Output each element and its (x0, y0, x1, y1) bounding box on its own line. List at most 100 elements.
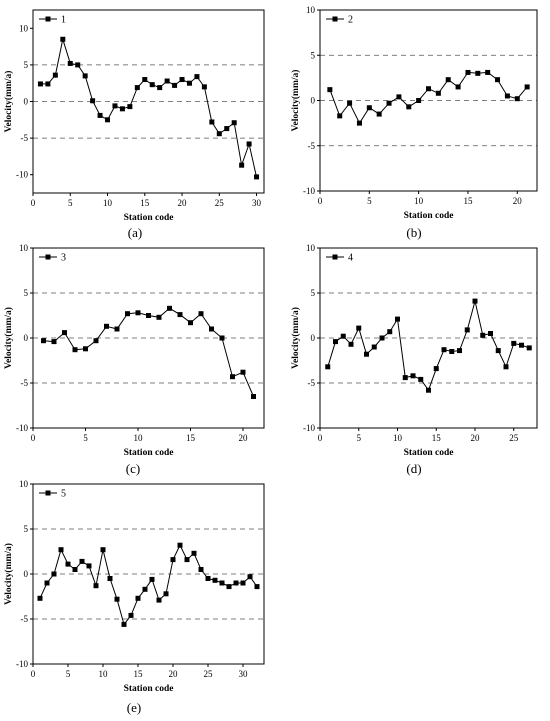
x-tick-label: 20 (178, 198, 188, 208)
data-point-marker (86, 563, 92, 569)
data-point-marker (97, 112, 103, 118)
data-point-marker (188, 320, 193, 326)
y-axis-title: Velocity(mm/a) (290, 307, 301, 369)
data-point-marker (114, 596, 120, 602)
legend-label: 3 (61, 253, 66, 264)
legend-label: 1 (61, 15, 66, 26)
data-point-marker (356, 325, 362, 331)
y-axis-title: Velocity(mm/a) (290, 70, 301, 132)
panel-caption: (d) (406, 461, 421, 476)
legend-label: 4 (348, 253, 353, 264)
data-point-marker (435, 90, 441, 96)
x-tick-label: 30 (239, 669, 249, 679)
y-tick-label: 10 (19, 243, 29, 253)
x-tick-label: 0 (318, 196, 323, 206)
data-point-marker (51, 571, 57, 577)
panel-a: -10 -5 0 5 10 0 5 10 15 20 25 30 Station code Velocit… (3, 9, 265, 240)
data-point-marker (205, 576, 211, 581)
data-point-marker (402, 375, 408, 381)
plot-frame (32, 9, 265, 194)
data-point-marker (72, 567, 78, 572)
data-point-marker (146, 313, 151, 318)
data-point-marker (163, 591, 169, 597)
x-tick-label: 0 (31, 198, 36, 208)
x-tick-label: 10 (134, 433, 144, 443)
y-tick-label: 5 (24, 288, 29, 298)
x-tick-label: 15 (140, 198, 150, 208)
x-tick-label: 20 (239, 433, 249, 443)
data-point-marker (198, 311, 204, 317)
data-point-marker (37, 81, 43, 87)
series-line (40, 37, 257, 178)
data-point-marker (254, 174, 260, 180)
data-point-marker (93, 338, 99, 344)
data-point-marker (51, 339, 57, 345)
y-tick-label: -5 (21, 133, 29, 143)
data-point-marker (472, 298, 478, 304)
data-point-marker (149, 82, 155, 88)
data-point-marker (156, 597, 162, 603)
data-point-marker (209, 326, 214, 332)
panel-b: -10 -5 0 5 10 0 5 10 15 20 Station code Velocity(mm… (290, 5, 538, 240)
x-tick-label: 15 (134, 669, 144, 679)
legend-marker (45, 16, 51, 22)
x-tick-label: 15 (463, 196, 473, 206)
legend-label: 2 (348, 15, 353, 26)
y-tick-label: 0 (24, 569, 29, 579)
data-point-marker (366, 105, 372, 111)
data-point-marker (464, 327, 470, 333)
data-point-marker (395, 316, 400, 322)
data-point-marker (198, 567, 204, 572)
y-tick-label: -10 (16, 423, 28, 433)
data-point-marker (485, 69, 491, 75)
data-point-marker (83, 346, 88, 352)
data-point-marker (125, 311, 130, 317)
y-tick-label: -5 (308, 141, 316, 151)
y-tick-label: 0 (24, 333, 29, 343)
y-tick-label: -10 (16, 659, 28, 669)
data-point-marker (37, 595, 43, 601)
data-point-marker (62, 330, 67, 336)
data-point-marker (135, 310, 141, 316)
x-tick-label: 20 (169, 669, 179, 679)
data-point-marker (376, 111, 382, 117)
y-tick-label: -10 (303, 186, 315, 196)
data-point-marker (230, 374, 235, 380)
y-tick-label: 0 (311, 96, 316, 106)
x-tick-label: 0 (31, 669, 36, 679)
data-point-marker (348, 341, 354, 347)
x-tick-label: 15 (432, 433, 442, 443)
data-point-marker (231, 120, 237, 126)
data-point-marker (90, 98, 96, 104)
data-point-marker (247, 574, 253, 580)
data-point-marker (246, 141, 252, 147)
data-point-marker (410, 373, 416, 379)
x-tick-label: 25 (215, 198, 225, 208)
x-tick-label: 0 (318, 433, 323, 443)
data-point-marker (41, 338, 46, 344)
data-point-marker (79, 558, 85, 564)
x-tick-label: 5 (83, 433, 88, 443)
data-point-marker (416, 98, 422, 103)
x-tick-label: 10 (99, 669, 109, 679)
data-point-marker (511, 340, 517, 346)
data-point-marker (240, 580, 246, 586)
data-point-marker (356, 120, 362, 126)
data-point-marker (495, 77, 501, 83)
data-point-marker (82, 73, 88, 79)
data-point-marker (93, 583, 99, 589)
data-point-marker (45, 81, 51, 87)
data-point-marker (387, 329, 393, 335)
data-point-marker (347, 100, 353, 106)
data-point-marker (519, 342, 524, 348)
y-tick-label: -5 (21, 614, 29, 624)
data-point-marker (194, 74, 200, 80)
data-point-marker (104, 323, 109, 329)
y-tick-label: -5 (21, 378, 29, 388)
x-axis-title: Station code (404, 448, 454, 458)
data-point-marker (503, 364, 509, 370)
data-point-marker (191, 550, 197, 556)
x-tick-label: 0 (31, 433, 36, 443)
data-point-marker (504, 93, 510, 99)
